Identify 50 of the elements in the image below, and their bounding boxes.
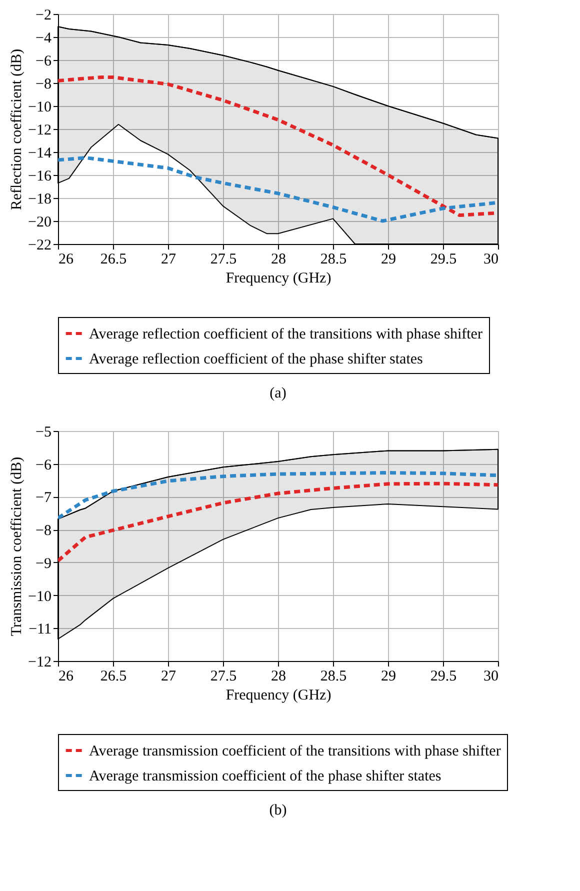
x-tick-label: 29.5 [430, 252, 457, 268]
text: (b) [269, 802, 287, 818]
y-axis-title: Transmission coefficient (dB) [9, 456, 26, 636]
x-tick-label: 27.5 [210, 668, 237, 684]
y-tick-label: −18 [28, 192, 52, 208]
y-tick-label: −9 [36, 556, 52, 572]
x-tick-label: 28.5 [320, 252, 347, 268]
x-tick-label: 27 [161, 668, 176, 684]
x-tick-label: 26 [58, 252, 74, 268]
x-tick-label: 28 [271, 252, 286, 268]
y-tick-label: −10 [28, 588, 52, 605]
y-tick-label: −10 [28, 100, 52, 116]
line-series [58, 156, 498, 223]
y-tick-label: −20 [28, 214, 52, 230]
line-series [58, 482, 498, 563]
x-tick-label: 29 [381, 668, 396, 684]
x-tick-label: 28 [271, 668, 286, 684]
legend-label: Average transmission coefficient of the transitions with phase shifter [89, 744, 501, 760]
x-tick-label: 30 [484, 252, 498, 268]
x-tick-label: 29.5 [430, 668, 457, 684]
x-tick-label: 28.5 [320, 668, 347, 684]
legend-label: Average transmission coefficient of the phase shifter states [89, 768, 442, 784]
y-tick-label: −11 [28, 622, 52, 638]
x-tick-label: 27.5 [210, 252, 237, 268]
y-tick-label: −8 [36, 76, 52, 92]
y-tick-label: −6 [36, 54, 52, 70]
x-tick-label: 29 [381, 252, 396, 268]
x-tick-label: 30 [484, 668, 498, 684]
x-tick-label: 26.5 [100, 252, 127, 268]
legend-label: Average reflection coefficient of the transitions with phase shifter [89, 326, 482, 342]
legend-label: Average reflection coefficient of the phase shifter states [89, 352, 424, 368]
y-tick-label: −12 [28, 122, 52, 138]
y-tick-label: −4 [36, 30, 52, 46]
y-tick-label: −12 [28, 654, 52, 670]
y-tick-label: −8 [36, 523, 52, 540]
y-tick-label: −5 [36, 424, 52, 440]
y-tick-label: −14 [28, 146, 52, 162]
x-axis-title: Frequency (GHz) [226, 688, 332, 704]
line-series [58, 470, 498, 520]
text: (a) [270, 386, 286, 402]
y-tick-label: −16 [28, 168, 52, 184]
y-tick-label: −7 [36, 490, 52, 506]
y-axis-title: Reflection coefficient (dB) [9, 48, 26, 210]
x-tick-label: 26 [58, 668, 74, 684]
x-tick-label: 26.5 [100, 668, 127, 684]
x-axis-title: Frequency (GHz) [226, 270, 332, 286]
y-tick-label: −2 [36, 8, 52, 24]
x-tick-label: 27 [161, 252, 176, 268]
y-tick-label: −6 [36, 457, 52, 474]
y-tick-label: −22 [28, 238, 52, 254]
